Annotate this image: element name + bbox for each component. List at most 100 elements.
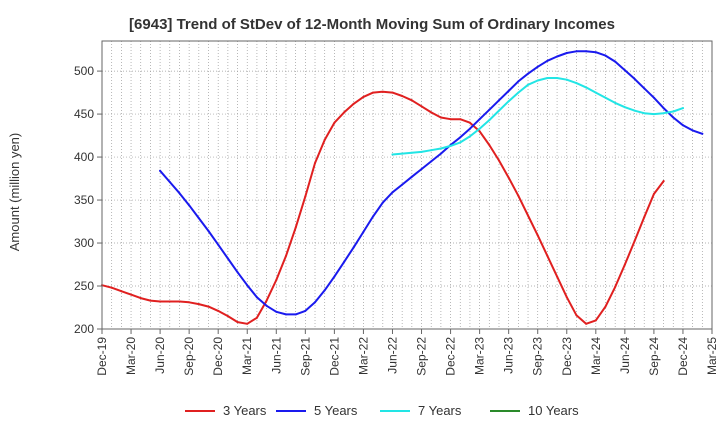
- data-point-5-years: [226, 257, 229, 260]
- data-point-5-years: [246, 284, 249, 287]
- data-point-5-years: [691, 129, 694, 132]
- data-point-7-years: [410, 151, 413, 154]
- data-point-5-years: [236, 271, 239, 274]
- data-point-7-years: [633, 109, 636, 112]
- data-point-7-years: [449, 144, 452, 147]
- data-point-3-years: [507, 176, 510, 179]
- x-tick-label: Sep-22: [415, 337, 429, 376]
- data-point-3-years: [304, 195, 307, 198]
- data-point-5-years: [439, 152, 442, 155]
- data-point-3-years: [207, 305, 210, 308]
- data-point-7-years: [401, 152, 404, 155]
- x-tick-label: Dec-23: [560, 337, 574, 376]
- x-tick-label: Mar-22: [356, 337, 370, 375]
- x-tick-label: Sep-21: [298, 337, 312, 376]
- data-point-7-years: [682, 107, 684, 110]
- data-point-5-years: [372, 215, 375, 218]
- x-tick-label: Dec-24: [676, 337, 690, 376]
- data-point-5-years: [575, 50, 578, 53]
- legend-label: 10 Years: [528, 403, 579, 418]
- data-point-5-years: [594, 51, 597, 54]
- data-point-5-years: [323, 289, 326, 292]
- legend-label: 7 Years: [418, 403, 462, 418]
- data-point-5-years: [304, 309, 307, 312]
- data-point-7-years: [527, 83, 529, 86]
- data-point-3-years: [488, 144, 491, 146]
- data-point-5-years: [662, 107, 665, 110]
- data-point-3-years: [652, 193, 655, 195]
- data-point-3-years: [343, 111, 346, 114]
- data-point-3-years: [265, 299, 268, 302]
- data-point-3-years: [372, 91, 375, 94]
- data-point-5-years: [701, 132, 704, 135]
- data-point-7-years: [391, 153, 394, 156]
- y-axis-label: Amount (million yen): [7, 133, 22, 252]
- data-point-7-years: [430, 149, 433, 152]
- data-point-5-years: [168, 181, 171, 183]
- data-point-5-years: [420, 168, 423, 171]
- y-tick-label: 500: [74, 64, 94, 78]
- data-point-3-years: [130, 293, 132, 296]
- data-point-7-years: [594, 91, 597, 94]
- data-point-7-years: [556, 77, 559, 79]
- data-point-3-years: [362, 95, 365, 98]
- y-tick-label: 400: [74, 150, 94, 164]
- data-point-5-years: [604, 54, 607, 57]
- data-point-3-years: [149, 299, 152, 302]
- data-point-3-years: [275, 279, 278, 281]
- data-point-5-years: [197, 217, 200, 220]
- data-point-3-years: [294, 226, 297, 229]
- x-tick-label: Sep-24: [647, 337, 661, 376]
- data-point-3-years: [410, 99, 413, 102]
- data-point-7-years: [652, 113, 655, 116]
- data-point-3-years: [168, 300, 171, 303]
- y-tick-label: 350: [74, 193, 94, 207]
- data-point-5-years: [294, 313, 297, 316]
- data-point-3-years: [381, 90, 384, 93]
- y-tick-label: 250: [74, 279, 94, 293]
- data-point-7-years: [546, 77, 549, 79]
- data-point-3-years: [333, 121, 336, 124]
- data-point-3-years: [217, 309, 220, 312]
- data-point-5-years: [217, 243, 220, 246]
- data-point-5-years: [507, 89, 510, 92]
- data-point-3-years: [459, 118, 462, 121]
- series-line-3-years: [101, 90, 665, 325]
- legend: 3 Years 5 Years 7 Years 10 Years: [185, 403, 579, 418]
- data-point-3-years: [614, 285, 617, 288]
- data-point-7-years: [672, 110, 675, 113]
- data-point-3-years: [575, 314, 578, 317]
- data-point-3-years: [255, 316, 258, 319]
- x-tick-label: Mar-21: [240, 337, 254, 375]
- data-point-3-years: [604, 305, 607, 308]
- data-point-3-years: [236, 321, 239, 324]
- data-point-5-years: [643, 87, 646, 90]
- data-point-5-years: [488, 108, 491, 111]
- data-point-3-years: [188, 301, 191, 304]
- data-point-5-years: [614, 60, 617, 63]
- data-point-3-years: [565, 296, 568, 299]
- data-point-5-years: [343, 260, 346, 263]
- x-tick-label: Jun-22: [385, 337, 399, 374]
- data-point-7-years: [459, 141, 462, 144]
- data-point-5-years: [546, 59, 549, 62]
- data-point-5-years: [275, 310, 278, 313]
- data-point-3-years: [391, 91, 394, 94]
- data-point-3-years: [352, 102, 355, 105]
- data-point-5-years: [352, 246, 355, 249]
- data-point-5-years: [498, 99, 500, 102]
- data-point-7-years: [517, 91, 520, 94]
- data-point-3-years: [314, 162, 316, 165]
- data-point-3-years: [546, 254, 549, 257]
- data-point-3-years: [585, 322, 588, 325]
- data-point-5-years: [265, 304, 268, 307]
- series-layer: [101, 50, 704, 325]
- data-point-7-years: [565, 78, 568, 81]
- legend-label: 3 Years: [223, 403, 267, 418]
- data-point-3-years: [197, 303, 200, 306]
- data-point-3-years: [662, 180, 665, 183]
- data-point-5-years: [565, 52, 568, 54]
- data-point-5-years: [556, 55, 559, 58]
- data-point-3-years: [556, 275, 559, 278]
- plot-frame: [101, 40, 713, 330]
